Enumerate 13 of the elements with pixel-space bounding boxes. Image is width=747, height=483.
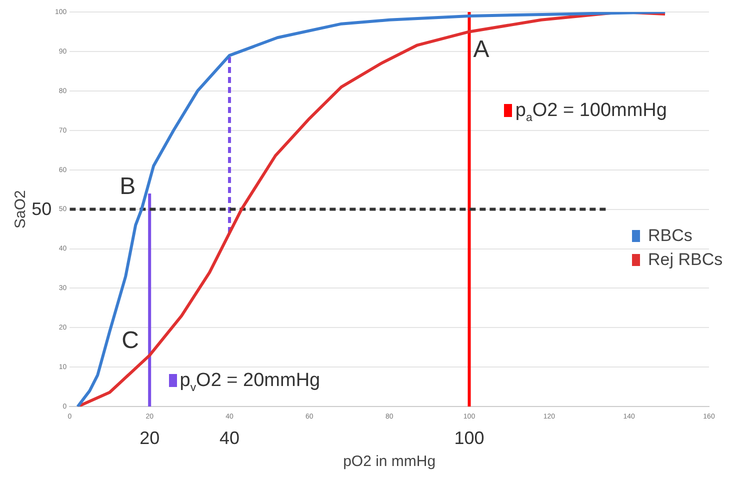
- text: 20: [140, 428, 160, 448]
- annotation: B: [120, 173, 136, 200]
- x-axis-title: pO2 in mmHg: [343, 453, 436, 470]
- y-axis-title: SaO2: [12, 190, 30, 228]
- text: 50: [32, 199, 52, 220]
- legend-label: RBCs: [648, 226, 692, 246]
- text: 100: [454, 428, 484, 448]
- annotation: p$_{a}$O2 = 100mmHg: [514, 100, 667, 124]
- legend-label: Rej RBCs: [648, 250, 723, 270]
- text: 40: [219, 428, 240, 448]
- annotation: C: [122, 327, 139, 354]
- annotation: A: [473, 36, 490, 63]
- annotation: p$_{v}$O2 = 20mmHg: [178, 370, 320, 394]
